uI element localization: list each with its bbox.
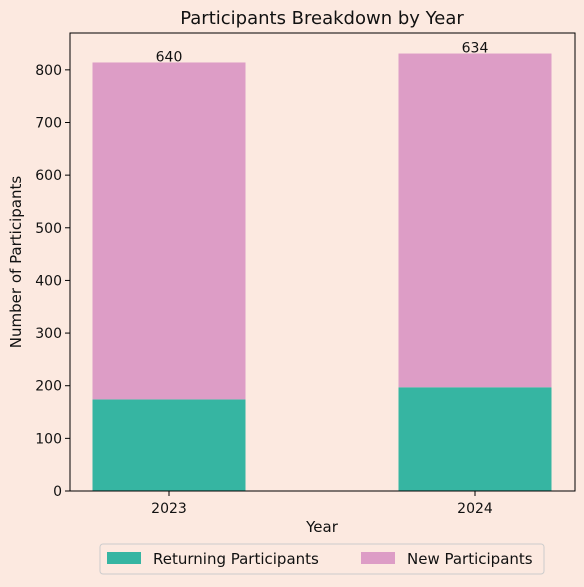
y-tick-label: 700 (35, 115, 62, 131)
bar-new-participants-2024 (398, 53, 552, 388)
y-tick-label: 400 (35, 273, 62, 289)
data-label: 640 (156, 49, 183, 65)
y-tick-label: 200 (35, 379, 62, 395)
legend-label: New Participants (407, 550, 533, 568)
y-tick-label: 0 (53, 484, 62, 500)
y-tick-label: 800 (35, 63, 62, 79)
y-tick-label: 500 (35, 221, 62, 237)
x-axis-label: Year (305, 518, 339, 536)
bar-returning-participants-2024 (398, 387, 552, 491)
data-label: 634 (462, 41, 489, 57)
y-tick-label: 600 (35, 168, 62, 184)
plot-frame (69, 32, 576, 492)
plot-area: 174197640634 (69, 32, 576, 492)
chart-title: Participants Breakdown by Year (180, 8, 464, 29)
legend-swatch (107, 552, 141, 564)
y-tick-label: 300 (35, 326, 62, 342)
legend-label: Returning Participants (153, 550, 319, 568)
y-axis: 0 100 200 300 400 500 600 700 800 (35, 63, 70, 500)
y-axis-label: Number of Participants (7, 176, 25, 349)
x-tick-label: 2023 (151, 501, 187, 517)
y-tick-label: 100 (35, 431, 62, 447)
x-axis: 2023 2024 (151, 491, 493, 517)
legend-frame (99, 543, 545, 575)
legend-swatch (361, 552, 395, 564)
x-tick-label: 2024 (457, 501, 493, 517)
bar-new-participants-2023 (92, 62, 246, 400)
legend: Returning Participants New Participants (99, 543, 545, 575)
bar-returning-participants-2023 (92, 399, 246, 491)
